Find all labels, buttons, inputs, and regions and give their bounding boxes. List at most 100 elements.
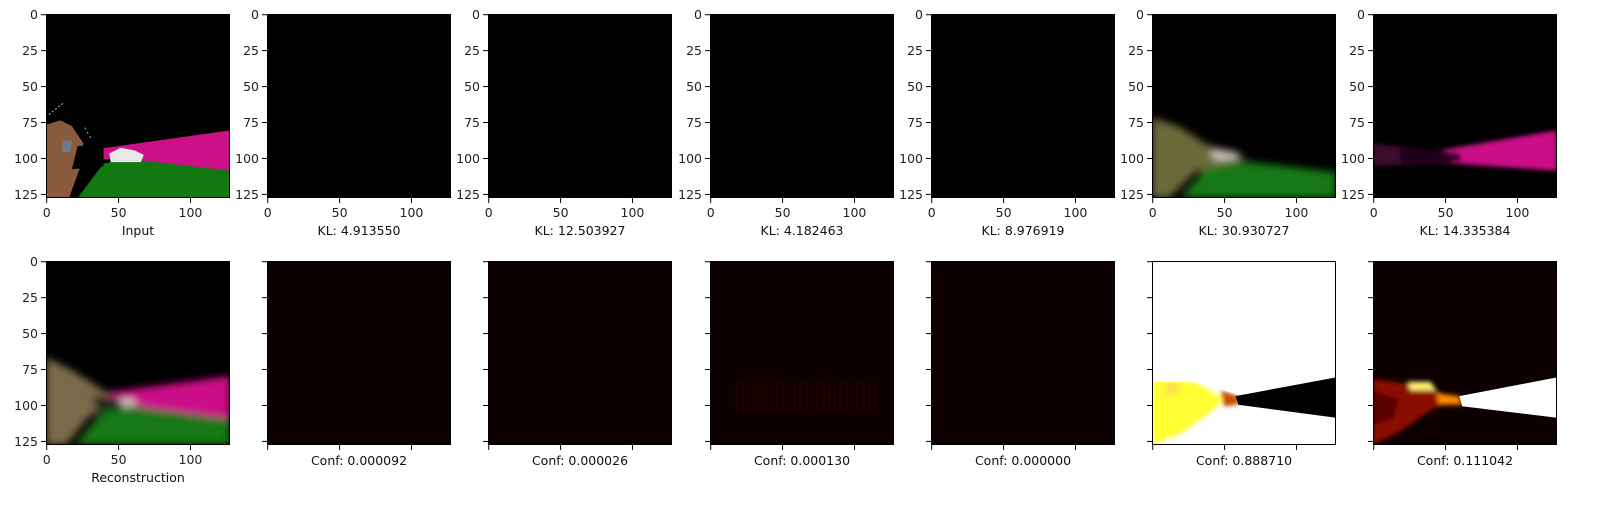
y-tick-label: 25	[22, 290, 38, 305]
axes-frame	[931, 14, 1115, 198]
road-region	[1444, 130, 1557, 171]
y-tick-label: 0	[915, 7, 923, 22]
heatmap-fill	[931, 261, 1115, 445]
orange-edge	[1436, 393, 1463, 405]
y-tick-label: 50	[1349, 79, 1365, 94]
y-tick-label: 75	[22, 115, 38, 130]
axes-frame	[710, 14, 894, 198]
subplot-r1-c2: Conf: 0.000026	[483, 261, 672, 468]
heatmap-fill	[488, 261, 672, 445]
ground-region	[74, 406, 230, 445]
y-tick-label: 75	[464, 115, 480, 130]
ground-region	[1180, 160, 1336, 198]
x-tick-label: 100	[621, 205, 645, 220]
heat-speckle	[770, 381, 773, 414]
subplot-caption: KL: 4.913550	[318, 223, 401, 238]
x-tick-label: 50	[775, 205, 791, 220]
y-tick-label: 75	[1349, 115, 1365, 130]
x-tick-label: 50	[1438, 205, 1454, 220]
subplot-r0-c2: 0 50 100 0 25 50 75 100 125 KL: 12.503927	[456, 7, 672, 238]
y-tick-label: 0	[472, 7, 480, 22]
subplot-r1-c1: Conf: 0.000092	[262, 261, 451, 468]
y-tick-label: 125	[1120, 187, 1144, 202]
y-tick-label: 100	[14, 151, 38, 166]
heat-speckle	[822, 381, 825, 414]
subplot-r0-c5: 0 50 100 0 25 50 75 100 125 KL: 30.930727	[1120, 7, 1336, 238]
subplot-r1-c0: 0 50 100 0 25 50 75 100 125 Reconstruction	[14, 254, 230, 485]
subplot-caption: Conf: 0.000026	[532, 453, 628, 468]
subplot-caption: Conf: 0.000130	[754, 453, 850, 468]
y-tick-label: 100	[1120, 151, 1144, 166]
y-tick-label: 0	[30, 7, 38, 22]
axes-frame	[1373, 14, 1557, 198]
axes-frame	[46, 14, 230, 198]
yellow-region	[1152, 378, 1224, 445]
subplot-image	[1373, 261, 1557, 445]
heat-speckle	[753, 381, 756, 414]
brown-object	[46, 120, 84, 198]
y-tick-label: 125	[14, 434, 38, 449]
subplot-image	[488, 14, 672, 198]
subplot-r0-c0: 0 50 100 0 25 50 75 100 125 Input	[14, 7, 230, 238]
y-tick-label: 25	[243, 43, 259, 58]
subplot-caption: Conf: 0.111042	[1417, 453, 1513, 468]
subplot-r1-c3: Conf: 0.000130	[705, 261, 894, 468]
x-tick-label: 50	[1217, 205, 1233, 220]
y-tick-label: 125	[678, 187, 702, 202]
x-tick-label: 50	[332, 205, 348, 220]
subplot-image	[1152, 14, 1336, 198]
subplot-caption: Reconstruction	[91, 470, 185, 485]
subplot-image	[267, 14, 451, 198]
heat-speckle	[868, 381, 871, 414]
heat-speckle	[781, 381, 785, 414]
axes-frame	[1152, 14, 1336, 198]
image-fill	[488, 14, 672, 198]
y-tick-label: 50	[1128, 79, 1144, 94]
image-fill	[931, 14, 1115, 198]
y-tick-label: 0	[251, 7, 259, 22]
heat-speckle	[747, 381, 750, 414]
road-region	[103, 376, 230, 420]
subplot-grid: 0 50 100 0 25 50 75 100 125 Input 0 50 100 0 25 50 75 100…	[14, 7, 1557, 485]
heat-speckle	[873, 381, 877, 414]
heatmap-fill	[267, 261, 451, 445]
x-tick-label: 100	[400, 205, 424, 220]
x-tick-label: 50	[111, 205, 127, 220]
subplot-image	[1373, 14, 1557, 198]
y-tick-label: 75	[1128, 115, 1144, 130]
y-tick-label: 25	[686, 43, 702, 58]
wire-line	[48, 102, 64, 116]
subplot-caption: KL: 30.930727	[1199, 223, 1290, 238]
yellow-streak	[1407, 381, 1437, 391]
subplot-r1-c4: Conf: 0.000000	[926, 261, 1115, 468]
heat-speckle	[816, 381, 819, 414]
vehicle-blur	[117, 399, 138, 408]
x-tick-label: 0	[43, 452, 51, 467]
dark-shadow	[71, 143, 104, 170]
y-tick-label: 25	[464, 43, 480, 58]
heat-speckle	[833, 381, 837, 414]
x-tick-label: 100	[1064, 205, 1088, 220]
orange-edge	[1221, 390, 1239, 407]
x-tick-label: 0	[707, 205, 715, 220]
heat-speckle	[735, 381, 739, 414]
y-tick-label: 125	[1341, 187, 1365, 202]
x-tick-label: 100	[843, 205, 867, 220]
road-region	[86, 130, 230, 171]
subplot-r0-c6: 0 50 100 0 25 50 75 100 125 KL: 14.335384	[1341, 7, 1557, 238]
white-region	[1152, 261, 1336, 395]
heat-speckle	[758, 381, 762, 414]
x-tick-label: 0	[1370, 205, 1378, 220]
y-tick-label: 25	[1349, 43, 1365, 58]
x-tick-label: 0	[1149, 205, 1157, 220]
subplot-image	[267, 261, 451, 445]
axes-frame	[267, 261, 451, 445]
brown-blob	[46, 357, 118, 445]
axes-frame	[931, 261, 1115, 445]
y-tick-label: 75	[243, 115, 259, 130]
y-tick-label: 25	[907, 43, 923, 58]
subplot-image	[931, 14, 1115, 198]
red-region	[1373, 378, 1454, 445]
axes-frame	[488, 261, 672, 445]
vehicle	[109, 147, 144, 163]
